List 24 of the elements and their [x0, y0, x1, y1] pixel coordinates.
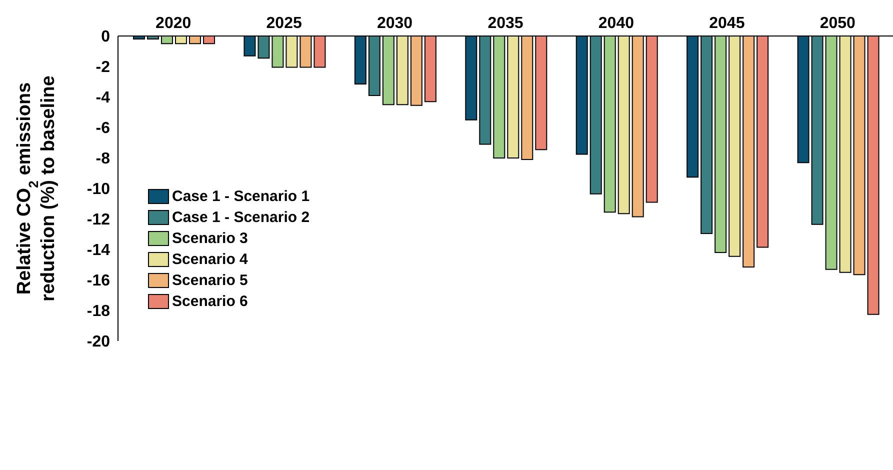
y-tick-label: -10: [86, 181, 110, 198]
y-tick-label: -14: [86, 242, 110, 260]
y-tick-label: -6: [96, 120, 110, 138]
y-tick-label: -4: [96, 90, 110, 107]
y-tick-label: -20: [86, 334, 110, 351]
x-tick-label: 2020: [156, 15, 192, 32]
y-tick-label: -8: [96, 150, 110, 168]
y-tick-label: -2: [96, 59, 110, 76]
x-tick-label: 2040: [598, 15, 634, 32]
legend-label: Scenario 5: [172, 272, 248, 289]
legend-label: Scenario 6: [172, 293, 248, 310]
x-tick-label: 2035: [488, 15, 524, 32]
legend-label: Scenario 4: [172, 251, 248, 268]
y-tick-label: -12: [86, 212, 110, 229]
x-tick-label: 2045: [709, 15, 745, 32]
y-tick-label: 0: [101, 28, 110, 46]
legend-label: Case 1 - Scenario 1: [172, 188, 310, 205]
legend-label: Scenario 3: [172, 230, 248, 247]
y-tick-label: -16: [86, 272, 110, 290]
x-tick-label: 2025: [266, 15, 302, 32]
x-tick-label: 2030: [376, 15, 413, 32]
y-tick-label: -18: [86, 303, 110, 320]
legend-label: Case 1 - Scenario 2: [172, 209, 310, 226]
x-tick-label: 2050: [820, 15, 856, 32]
